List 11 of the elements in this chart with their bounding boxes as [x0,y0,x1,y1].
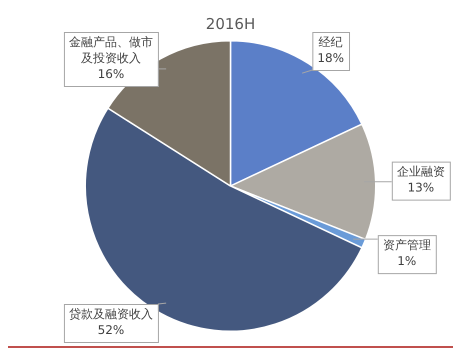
slice-label: 资产管理 [382,238,431,252]
data-label: 52% [98,323,124,338]
chart-title: 2016H [206,14,256,33]
slice-label: 金融产品、做市及投资收入 [68,35,153,66]
slice-label: 企业融资 [396,164,445,179]
data-label: 1% [397,254,416,268]
data-label: 16% [98,67,124,82]
slice-label: 贷款及融资收入 [68,307,153,322]
data-label: 13% [407,180,434,195]
data-label: 18% [317,51,344,66]
slice-label: 经纪 [318,35,343,50]
